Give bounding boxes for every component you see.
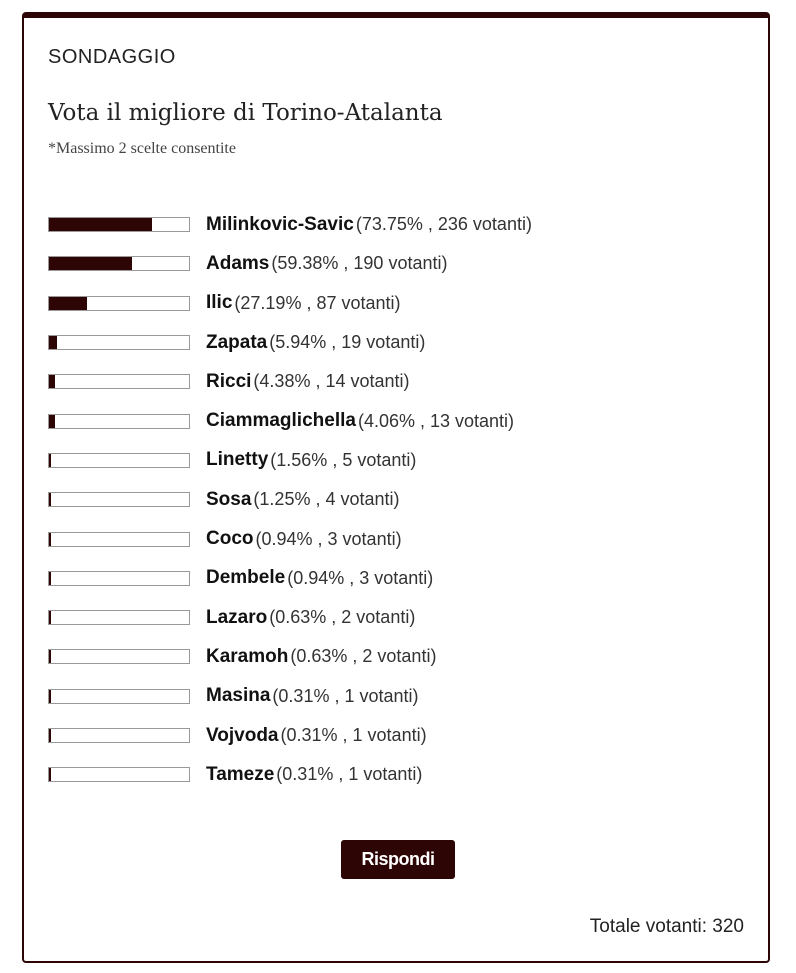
- option-stat: (59.38% , 190 votanti): [271, 253, 448, 274]
- result-bar: [48, 767, 190, 783]
- poll-option[interactable]: Adams (59.38% , 190 votanti): [48, 244, 532, 283]
- total-voters: Totale votanti: 320: [589, 916, 744, 937]
- poll-option[interactable]: Vojvoda (0.31% , 1 votanti): [48, 716, 532, 755]
- result-bar: [48, 688, 190, 704]
- option-stat: (0.31% , 1 votanti): [280, 725, 427, 745]
- option-name: Coco: [206, 528, 254, 550]
- result-bar: [48, 217, 190, 233]
- option-stat: (73.75% , 236 votanti): [355, 214, 532, 235]
- result-bar-fill: [49, 493, 51, 507]
- option-name: Vojvoda: [206, 724, 279, 746]
- option-name: Sosa: [206, 488, 252, 510]
- result-bar: [48, 531, 190, 547]
- result-bar: [48, 610, 190, 626]
- poll-option[interactable]: Zapata (5.94% , 19 votanti): [48, 323, 532, 362]
- poll-option[interactable]: Milinkovic-Savic (73.75% , 236 votanti): [48, 205, 532, 244]
- option-stat: (0.94% , 3 votanti): [287, 567, 434, 588]
- option-stat: (27.19% , 87 votanti): [234, 292, 401, 313]
- poll-title: Vota il migliore di Torino-Atalanta: [48, 100, 443, 126]
- result-bar-fill: [49, 611, 51, 625]
- result-bar-fill: [49, 336, 58, 350]
- poll-option[interactable]: Ricci (4.38% , 14 votanti): [48, 362, 532, 401]
- poll-options: Milinkovic-Savic (73.75% , 236 votanti) Ad…: [48, 205, 532, 794]
- option-stat: (4.06% , 13 votanti): [357, 410, 515, 431]
- option-name: Masina: [206, 685, 271, 707]
- option-name: Ciammaglichella: [206, 410, 356, 432]
- option-name: Lazaro: [206, 606, 268, 628]
- poll-subtitle: *Massimo 2 scelte consentite: [48, 140, 236, 157]
- poll-option[interactable]: Tameze (0.31% , 1 votanti): [48, 755, 532, 794]
- option-name: Linetty: [206, 449, 269, 471]
- option-name: Zapata: [206, 331, 268, 353]
- option-stat: (0.31% , 1 votanti): [272, 685, 419, 706]
- result-bar-fill: [49, 729, 51, 742]
- poll-option[interactable]: Dembele (0.94% , 3 votanti): [48, 559, 532, 598]
- poll-option[interactable]: Karamoh (0.63% , 2 votanti): [48, 637, 532, 676]
- option-stat: (4.38% , 14 votanti): [253, 371, 410, 392]
- option-name: Tameze: [206, 763, 275, 785]
- result-bar-fill: [49, 453, 52, 467]
- result-bar-fill: [49, 650, 51, 664]
- option-name: Milinkovic-Savic: [206, 213, 354, 235]
- poll-option[interactable]: Sosa (1.25% , 4 votanti): [48, 480, 532, 519]
- result-bar-fill: [49, 296, 88, 310]
- poll-card: SONDAGGIO Vota il migliore di Torino-Ata…: [22, 12, 770, 963]
- result-bar-fill: [49, 257, 133, 271]
- result-bar-fill: [49, 689, 51, 703]
- result-bar-fill: [49, 414, 55, 428]
- result-bar-fill: [49, 768, 51, 782]
- poll-label: SONDAGGIO: [48, 46, 176, 68]
- option-stat: (0.63% , 2 votanti): [290, 646, 437, 667]
- poll-option[interactable]: Linetty (1.56% , 5 votanti): [48, 441, 532, 480]
- option-name: Karamoh: [206, 645, 289, 667]
- result-bar-fill: [49, 375, 56, 389]
- poll-option[interactable]: Lazaro (0.63% , 2 votanti): [48, 598, 532, 637]
- result-bar-fill: [49, 218, 153, 232]
- result-bar: [48, 649, 190, 665]
- result-bar: [48, 452, 190, 468]
- option-stat: (0.94% , 3 votanti): [255, 528, 402, 549]
- option-name: Ricci: [206, 370, 252, 392]
- result-bar: [48, 335, 190, 351]
- result-bar-fill: [49, 571, 51, 585]
- result-bar-fill: [49, 532, 51, 546]
- submit-button[interactable]: Rispondi: [341, 840, 455, 879]
- option-name: Adams: [206, 252, 270, 274]
- result-bar: [48, 728, 190, 743]
- option-stat: (0.31% , 1 votanti): [276, 764, 423, 785]
- poll-option[interactable]: Ilic (27.19% , 87 votanti): [48, 284, 532, 323]
- result-bar: [48, 492, 190, 508]
- option-stat: (1.25% , 4 votanti): [253, 489, 400, 510]
- option-name: Dembele: [206, 567, 286, 589]
- option-stat: (1.56% , 5 votanti): [270, 449, 417, 470]
- option-name: Ilic: [206, 292, 233, 314]
- poll-option[interactable]: Ciammaglichella (4.06% , 13 votanti): [48, 401, 532, 440]
- result-bar: [48, 570, 190, 586]
- poll-option[interactable]: Masina (0.31% , 1 votanti): [48, 677, 532, 716]
- result-bar: [48, 295, 190, 311]
- result-bar: [48, 256, 190, 272]
- result-bar: [48, 374, 190, 390]
- poll-option[interactable]: Coco (0.94% , 3 votanti): [48, 519, 532, 558]
- option-stat: (5.94% , 19 votanti): [269, 332, 426, 353]
- option-stat: (0.63% , 2 votanti): [269, 607, 416, 628]
- result-bar: [48, 413, 190, 429]
